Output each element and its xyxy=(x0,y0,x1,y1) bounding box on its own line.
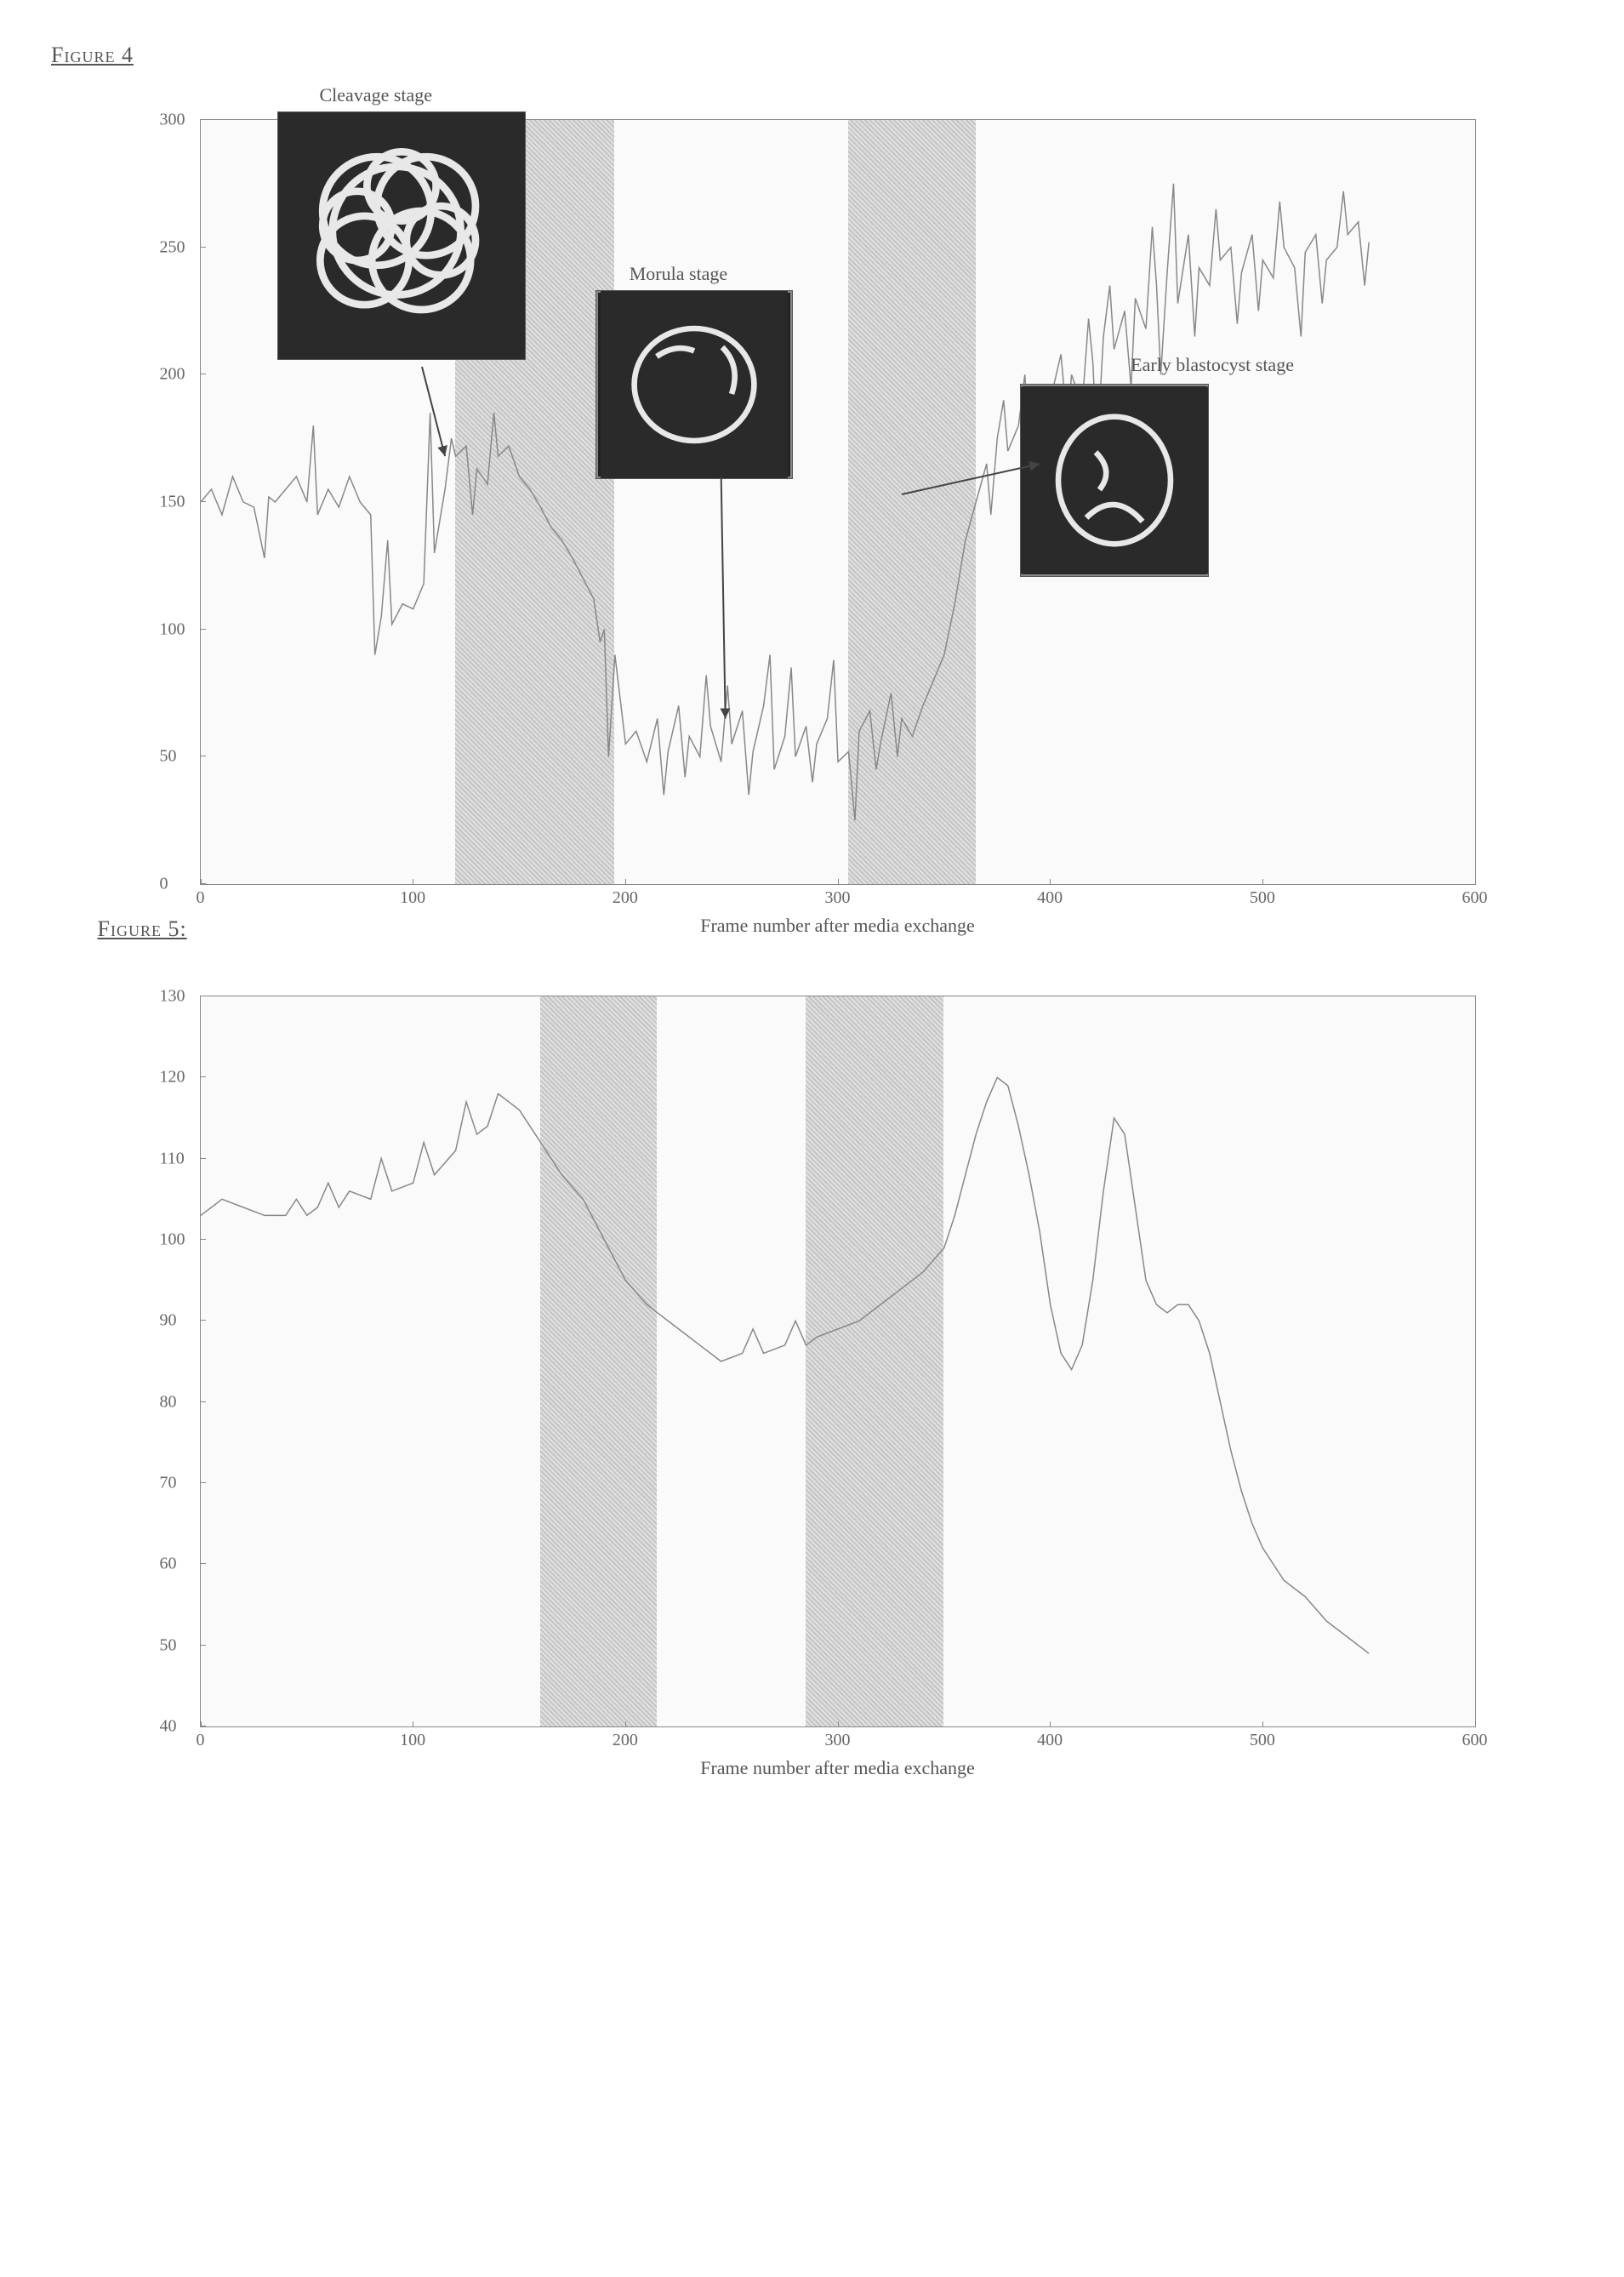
xtick: 200 xyxy=(613,888,638,908)
ytick: 100 xyxy=(160,619,185,639)
ytick: 250 xyxy=(160,237,185,257)
figure4-xlabel: Frame number after media exchange xyxy=(200,915,1476,937)
xtick: 200 xyxy=(613,1731,638,1750)
figure5-label: Figure 5: xyxy=(98,916,187,942)
figure5-xlabel: Frame number after media exchange xyxy=(200,1757,1476,1779)
ytick: 100 xyxy=(160,1230,185,1250)
data-series xyxy=(201,1077,1369,1653)
xtick: 400 xyxy=(1037,888,1063,908)
ytick: 60 xyxy=(160,1555,177,1574)
cleavage-thumb-caption: Cleavage stage xyxy=(320,84,433,106)
xtick: 500 xyxy=(1250,888,1275,908)
ytick: 300 xyxy=(160,111,185,130)
ytick: 90 xyxy=(160,1311,177,1331)
xtick: 300 xyxy=(825,888,851,908)
xtick: 400 xyxy=(1037,1731,1063,1750)
xtick: 0 xyxy=(197,1731,205,1750)
ytick: 50 xyxy=(160,1635,177,1655)
xtick: 300 xyxy=(825,1731,851,1750)
ytick: 130 xyxy=(160,987,185,1007)
ytick: 120 xyxy=(160,1068,185,1087)
figure4-wrap: # of pixels in cell boundary segments at… xyxy=(132,119,1493,987)
ytick: 150 xyxy=(160,493,185,512)
figure4-label: Figure 4 xyxy=(51,43,1573,68)
annotation-arrow xyxy=(422,367,445,456)
xtick: 500 xyxy=(1250,1731,1275,1750)
ytick: 50 xyxy=(160,747,177,767)
figure5-plot-area: 0100200300400500600405060708090100110120… xyxy=(200,996,1476,1727)
ytick: 40 xyxy=(160,1717,177,1737)
ytick: 110 xyxy=(160,1149,185,1168)
figure4-plot-area: 0100200300400500600050100150200250300Cle… xyxy=(200,119,1476,885)
xtick: 0 xyxy=(197,888,205,908)
ytick: 200 xyxy=(160,365,185,385)
annotation-arrow xyxy=(721,477,725,718)
ytick: 70 xyxy=(160,1474,177,1493)
annotation-arrow xyxy=(901,464,1039,494)
ytick: 0 xyxy=(160,875,168,894)
xtick: 100 xyxy=(400,888,425,908)
ytick: 80 xyxy=(160,1392,177,1412)
figure5-wrap: Average Intensity at embryo center 01002… xyxy=(132,996,1493,1829)
xtick: 600 xyxy=(1462,888,1488,908)
xtick: 600 xyxy=(1462,1731,1488,1750)
xtick: 100 xyxy=(400,1731,425,1750)
